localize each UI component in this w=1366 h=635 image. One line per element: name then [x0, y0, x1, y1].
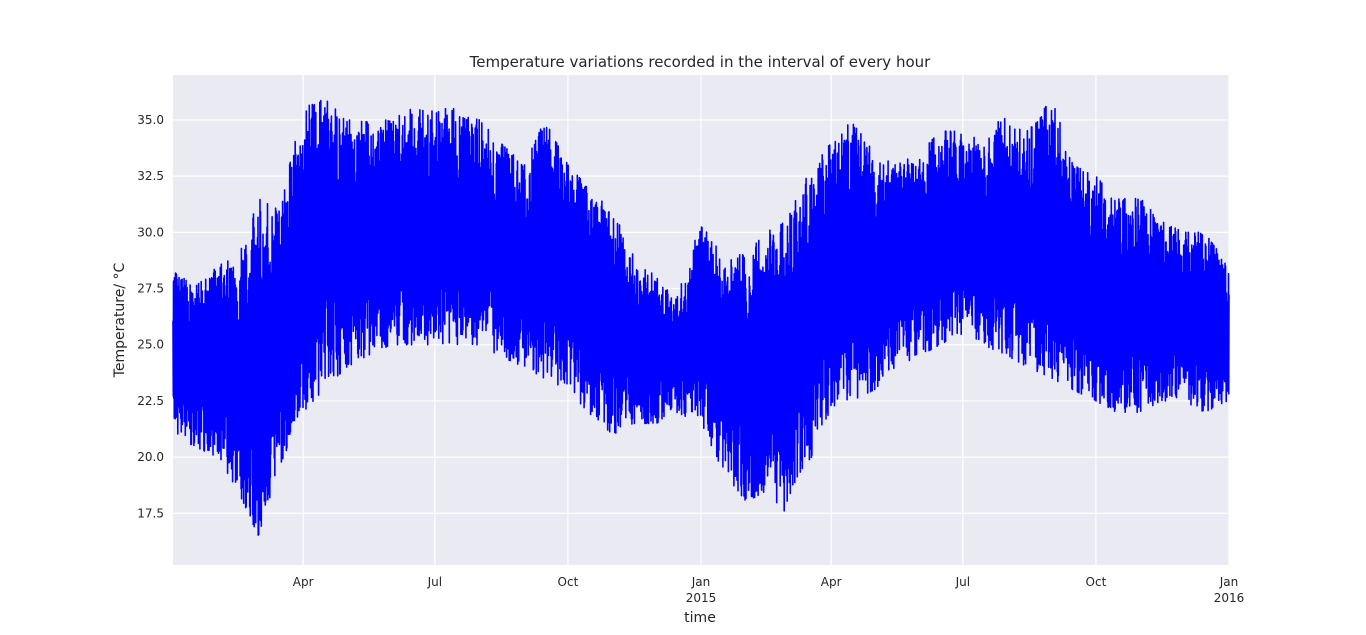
y-axis-ticks: 17.5 20.0 22.5 25.0 27.5 30.0 32.5 35.0 — [137, 113, 164, 520]
temperature-series-line — [172, 99, 1230, 536]
x-tick-label: Jul — [427, 575, 442, 589]
x-tick-label: Jan — [1219, 575, 1239, 589]
y-tick-label: 25.0 — [137, 338, 164, 352]
y-tick-label: 27.5 — [137, 282, 164, 296]
y-tick-label: 17.5 — [137, 506, 164, 520]
x-tick-year-label: 2016 — [1214, 591, 1245, 605]
y-axis-label: Temperature/ °C — [112, 262, 128, 378]
x-tick-label: Apr — [821, 575, 842, 589]
x-axis-ticks: Apr Jul Oct Jan 2015 Apr Jul Oct Jan 2016 — [293, 575, 1244, 605]
chart-title: Temperature variations recorded in the i… — [469, 53, 931, 71]
x-tick-label: Oct — [558, 575, 579, 589]
series-temperature — [172, 99, 1230, 536]
x-axis-label: time — [684, 610, 716, 626]
x-tick-label: Apr — [293, 575, 314, 589]
y-tick-label: 20.0 — [137, 450, 164, 464]
y-tick-label: 22.5 — [137, 394, 164, 408]
y-tick-label: 32.5 — [137, 169, 164, 183]
x-tick-label: Jan — [691, 575, 711, 589]
x-tick-label: Jul — [955, 575, 970, 589]
x-tick-year-label: 2015 — [686, 591, 717, 605]
x-tick-label: Oct — [1086, 575, 1107, 589]
y-tick-label: 30.0 — [137, 225, 164, 239]
y-tick-label: 35.0 — [137, 113, 164, 127]
